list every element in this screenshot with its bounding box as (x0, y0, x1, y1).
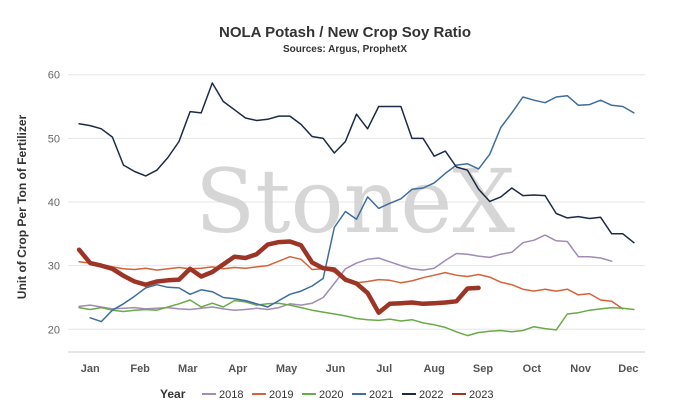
legend: Year 2018 2019 2020 2021 2022 2023 (160, 387, 493, 401)
legend-label-2023: 2023 (469, 389, 493, 401)
legend-label-2020: 2020 (319, 389, 343, 401)
y-tick-label: 30 (48, 261, 60, 273)
x-tick-label: Oct (523, 363, 542, 375)
x-tick-label: Aug (423, 363, 444, 375)
y-tick-label: 50 (48, 133, 60, 145)
x-tick-label: Sep (473, 363, 493, 375)
y-tick-label: 60 (48, 70, 60, 82)
x-tick-label: Dec (618, 363, 638, 375)
legend-label-2022: 2022 (419, 389, 443, 401)
series-line-2023 (76, 239, 481, 315)
x-axis: Jan Feb Mar Apr May Jun Jul Aug Sep Oct Nov Dec (68, 351, 645, 375)
x-tick-label: Jun (326, 363, 346, 375)
legend-label-2019: 2019 (269, 389, 293, 401)
x-tick-label: Apr (228, 363, 248, 375)
x-tick-label: Nov (570, 363, 592, 375)
legend-title: Year (160, 387, 186, 401)
x-tick-label: Feb (130, 363, 150, 375)
legend-label-2021: 2021 (369, 389, 393, 401)
series-line-2021 (89, 94, 635, 323)
watermark: StoneX (195, 150, 515, 253)
x-tick-label: May (276, 363, 298, 375)
x-tick-label: Jan (81, 363, 100, 375)
series-lines (76, 82, 635, 337)
series-line-2020 (78, 299, 635, 337)
y-tick-label: 40 (48, 197, 60, 209)
x-tick-label: Jul (376, 363, 392, 375)
series-line-2022 (78, 82, 635, 244)
y-axis: 20 30 40 50 60 (48, 70, 60, 337)
y-axis-label: Unit of Crop Per Ton of Fertilizer (15, 114, 29, 299)
chart-title: NOLA Potash / New Crop Soy Ratio (219, 24, 471, 41)
chart-subtitle: Sources: Argus, ProphetX (283, 44, 407, 55)
y-tick-label: 20 (48, 324, 60, 336)
legend-label-2018: 2018 (219, 389, 243, 401)
x-tick-label: Mar (178, 363, 198, 375)
